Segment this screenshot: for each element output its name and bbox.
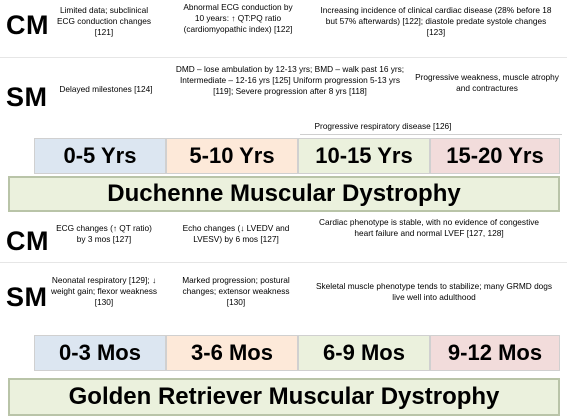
grmd-cm-label: CM (6, 226, 49, 256)
grmd-cm-note-6-12: Cardiac phenotype is stable, with no evi… (318, 217, 539, 238)
dmd-cm-note-10-20: Increasing incidence of clinical cardiac… (320, 5, 552, 37)
grmd-cm-note-0-3: ECG changes (↑ QT ratio) by 3 mos [127] (56, 223, 152, 244)
grmd-sm-note-3-6: Marked progression; postural changes; ex… (182, 275, 290, 307)
grmd-age-3-6: 3-6 Mos (166, 335, 298, 371)
grmd-sm-label: SM (6, 282, 48, 312)
dmd-title: Duchenne Muscular Dystrophy (8, 176, 560, 212)
dmd-divider (0, 57, 567, 58)
grmd-title: Golden Retriever Muscular Dystrophy (8, 378, 560, 416)
grmd-age-6-9: 6-9 Mos (298, 335, 430, 371)
dmd-sm-respiratory: Progressive respiratory disease [126] (314, 121, 452, 131)
dmd-sm-label: SM (6, 82, 48, 112)
dmd-cm-note-5-10: Abnormal ECG conduction by 10 years: ↑ Q… (183, 2, 293, 34)
dmd-sm-note-15-20: Progressive weakness, muscle atrophy and… (415, 72, 559, 93)
dmd-sm-note-5-15: DMD – lose ambulation by 12-13 yrs; BMD … (175, 64, 405, 96)
dmd-respiratory-bracket (300, 134, 562, 135)
grmd-age-0-3: 0-3 Mos (34, 335, 166, 371)
dmd-age-0-5: 0-5 Yrs (34, 138, 166, 174)
dmd-cm-note-0-5: Limited data; subclinical ECG conduction… (56, 5, 152, 37)
grmd-cm-note-3-6: Echo changes (↓ LVEDV and LVESV) by 6 mo… (182, 223, 290, 244)
dmd-age-10-15: 10-15 Yrs (298, 138, 430, 174)
grmd-sm-note-6-12: Skeletal muscle phenotype tends to stabi… (315, 281, 553, 302)
dmd-cm-label: CM (6, 10, 49, 40)
dmd-age-5-10: 5-10 Yrs (166, 138, 298, 174)
dmd-age-15-20: 15-20 Yrs (430, 138, 560, 174)
dmd-sm-note-0-5: Delayed milestones [124] (59, 84, 153, 94)
grmd-divider (0, 262, 567, 263)
grmd-sm-note-0-3: Neonatal respiratory [129]; ↓ weight gai… (50, 275, 158, 307)
grmd-age-9-12: 9-12 Mos (430, 335, 560, 371)
